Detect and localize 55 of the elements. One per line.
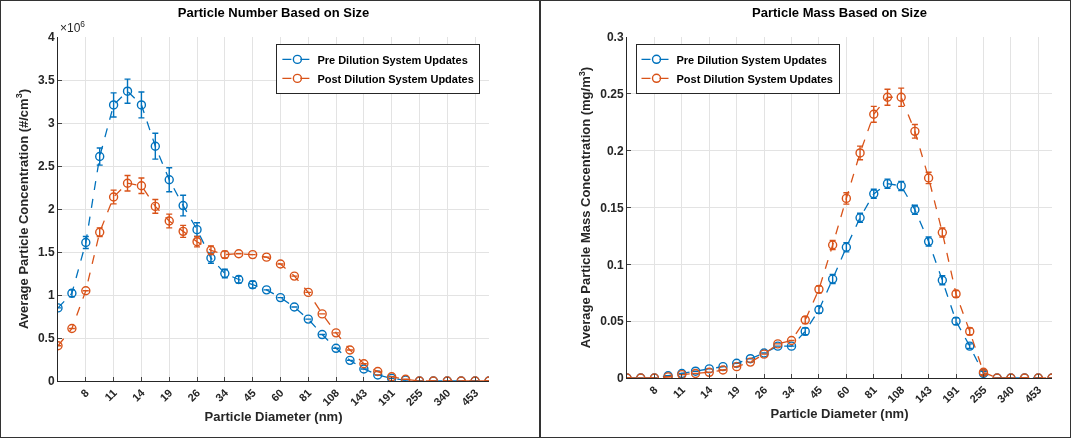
x-tick-label: 26 bbox=[185, 386, 203, 404]
x-tick-label: 255 bbox=[967, 383, 989, 405]
legend-label: Pre Dilution System Updates bbox=[676, 53, 827, 66]
legend-label: Post Dilution System Updates bbox=[676, 72, 833, 85]
x-tick-label: 14 bbox=[129, 385, 148, 404]
x-tick-label: 8 bbox=[646, 383, 660, 397]
x-tick-label: 108 bbox=[319, 386, 342, 408]
x-tick-label: 453 bbox=[1022, 383, 1044, 405]
x-tick-label: 81 bbox=[861, 383, 880, 401]
y-tick-label: 0.2 bbox=[606, 143, 624, 158]
x-tick-label: 19 bbox=[157, 386, 175, 404]
x-tick-label: 8 bbox=[78, 386, 92, 400]
text: ×10$^{6}$ bbox=[60, 19, 86, 36]
x-tick-label: 60 bbox=[268, 386, 286, 404]
y-tick-label: 2.5 bbox=[37, 159, 55, 174]
x-tick-label: 340 bbox=[431, 386, 453, 408]
x-tick-label: 143 bbox=[912, 383, 934, 405]
y-tick-label: 1.5 bbox=[37, 245, 55, 260]
y-tick-label: 4 bbox=[47, 30, 55, 45]
x-tick-label: 143 bbox=[347, 386, 370, 408]
y-tick-label: 3 bbox=[47, 116, 55, 131]
y-tick-label: 0 bbox=[616, 371, 624, 386]
x-tick-label: 34 bbox=[213, 385, 231, 404]
x-tick-label: 19 bbox=[724, 383, 742, 401]
y-tick-label: 0.25 bbox=[600, 87, 624, 102]
y-tick-label: 0.1 bbox=[606, 257, 624, 272]
y-tick-label: 1 bbox=[47, 288, 55, 303]
y-tick-label: 0 bbox=[47, 374, 55, 389]
y-tick-label: 0.15 bbox=[600, 200, 624, 215]
y-tick-label: 2 bbox=[47, 202, 55, 217]
chart-title: Particle Number Based on Size bbox=[177, 4, 370, 20]
x-tick-label: 191 bbox=[375, 386, 397, 408]
x-tick-label: 11 bbox=[102, 386, 119, 404]
x-tick-label: 191 bbox=[939, 383, 962, 405]
x-tick-label: 255 bbox=[403, 386, 425, 408]
x-tick-label: 81 bbox=[296, 386, 314, 404]
x-tick-label: 60 bbox=[834, 383, 852, 401]
x-tick-label: 11 bbox=[670, 383, 688, 401]
y-tick-label: 0.5 bbox=[37, 331, 55, 346]
x-tick-label: 34 bbox=[779, 382, 798, 401]
x-tick-label: 340 bbox=[994, 383, 1017, 405]
x-tick-label: 14 bbox=[697, 382, 716, 401]
x-tick-label: 108 bbox=[885, 383, 907, 405]
x-axis-title: Particle Diameter (nm) bbox=[204, 408, 343, 424]
y-tick-label: 3.5 bbox=[37, 73, 55, 88]
x-tick-label: 26 bbox=[752, 383, 770, 401]
y-tick-label: 0.3 bbox=[606, 30, 624, 45]
chart-title: Particle Mass Based on Size bbox=[752, 4, 927, 20]
x-tick-label: 45 bbox=[807, 383, 825, 401]
x-tick-label: 45 bbox=[240, 386, 258, 404]
x-tick-label: 453 bbox=[458, 386, 481, 408]
x-axis-title: Particle Diameter (nm) bbox=[770, 405, 909, 421]
legend-label: Post Dilution System Updates bbox=[317, 72, 474, 85]
y-tick-label: 0.05 bbox=[600, 314, 624, 329]
legend-label: Pre Dilution System Updates bbox=[317, 53, 468, 66]
